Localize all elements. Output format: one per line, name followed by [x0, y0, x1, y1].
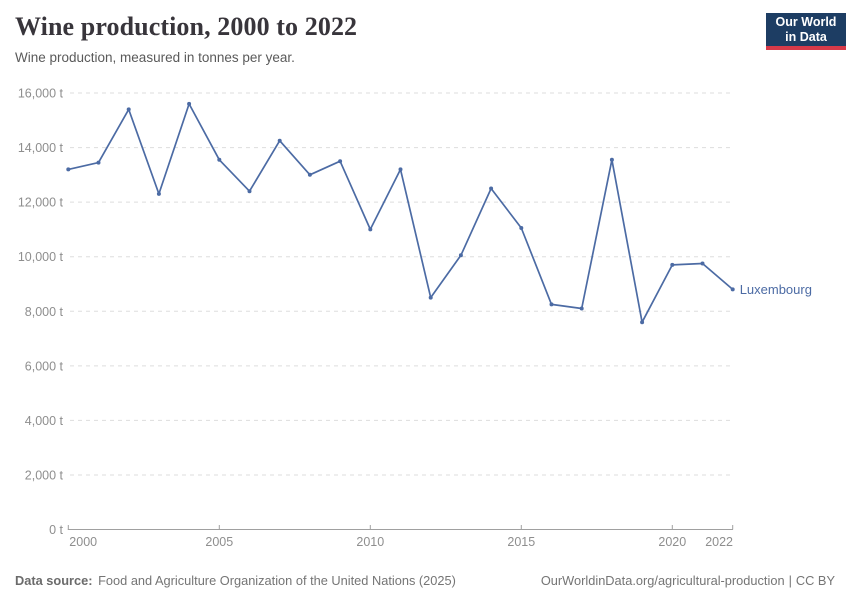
data-point[interactable]: [96, 160, 101, 165]
y-tick-label: 16,000 t: [18, 87, 64, 101]
y-tick-label: 10,000 t: [18, 250, 64, 264]
owid-logo-line2: in Data: [785, 29, 827, 44]
data-point[interactable]: [126, 107, 131, 112]
y-tick-label: 8,000 t: [25, 305, 64, 319]
y-tick-label: 0 t: [49, 523, 63, 537]
data-source-text: Food and Agriculture Organization of the…: [98, 573, 456, 588]
attribution-note: OurWorldinData.org/agricultural-producti…: [541, 573, 835, 588]
data-point[interactable]: [338, 159, 343, 164]
data-point[interactable]: [428, 295, 433, 300]
entity-label[interactable]: Luxembourg: [740, 282, 812, 297]
data-point[interactable]: [368, 227, 373, 232]
x-tick-label: 2022: [705, 535, 733, 549]
chart-title: Wine production, 2000 to 2022: [15, 12, 358, 41]
chart-subtitle: Wine production, measured in tonnes per …: [15, 50, 295, 65]
chart-footer: Data source: Food and Agriculture Organi…: [15, 573, 835, 588]
data-point[interactable]: [187, 101, 192, 106]
data-point[interactable]: [489, 186, 494, 191]
data-point[interactable]: [307, 172, 312, 177]
data-point[interactable]: [700, 261, 705, 266]
data-point[interactable]: [156, 191, 161, 196]
data-point[interactable]: [277, 138, 282, 143]
data-point[interactable]: [640, 320, 645, 325]
data-point[interactable]: [609, 157, 614, 162]
x-tick-label: 2015: [507, 535, 535, 549]
x-tick-label: 2020: [658, 535, 686, 549]
owid-logo[interactable]: Our World in Data: [766, 13, 846, 50]
y-tick-label: 12,000 t: [18, 196, 64, 210]
data-point[interactable]: [398, 167, 403, 172]
y-tick-label: 14,000 t: [18, 141, 64, 155]
x-tick-label: 2000: [69, 535, 97, 549]
data-source-note: Data source: Food and Agriculture Organi…: [15, 573, 458, 588]
y-tick-label: 6,000 t: [25, 359, 64, 373]
data-point[interactable]: [519, 226, 524, 230]
data-point[interactable]: [670, 262, 675, 267]
x-tick-label: 2010: [356, 535, 384, 549]
y-tick-label: 4,000 t: [25, 414, 64, 428]
data-point[interactable]: [247, 189, 252, 194]
data-point[interactable]: [458, 253, 463, 258]
data-point[interactable]: [579, 306, 584, 311]
series-line[interactable]: [67, 103, 734, 324]
owid-logo-line1: Our World: [775, 15, 837, 29]
license-label: CC BY: [795, 573, 835, 588]
data-point[interactable]: [730, 287, 735, 292]
owid-link: OurWorldinData.org/agricultural-producti…: [540, 573, 785, 588]
y-tick-label: 2,000 t: [25, 468, 64, 482]
data-point[interactable]: [217, 157, 222, 162]
attribution-divider: |: [788, 573, 792, 588]
data-point[interactable]: [549, 302, 554, 307]
data-source-label: Data source:: [15, 573, 93, 588]
x-tick-label: 2005: [205, 535, 233, 549]
data-point[interactable]: [66, 167, 71, 172]
